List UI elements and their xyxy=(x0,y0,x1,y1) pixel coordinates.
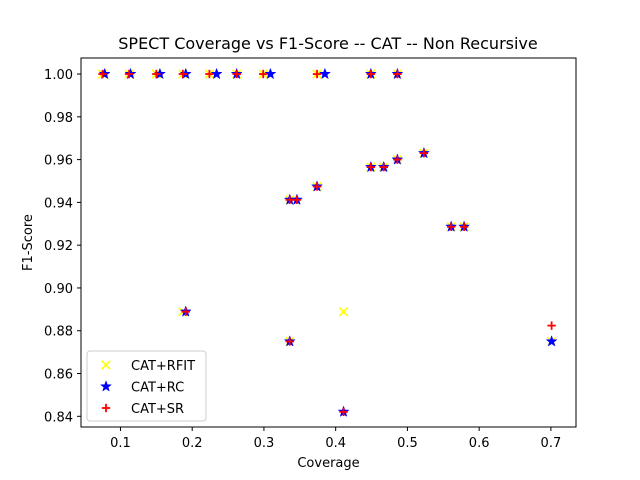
data-point xyxy=(318,67,331,80)
data-point xyxy=(264,67,277,80)
data-point xyxy=(366,162,376,172)
data-point xyxy=(98,69,107,79)
series-cat-sr xyxy=(98,69,556,417)
y-tick-label: 0.94 xyxy=(44,196,73,211)
x-axis-label: Coverage xyxy=(297,456,359,471)
y-axis-label: F1-Score xyxy=(21,214,36,271)
x-tick-label: 0.4 xyxy=(325,436,346,451)
legend-entry-label: CAT+RC xyxy=(131,381,184,396)
data-point xyxy=(178,69,188,79)
data-point xyxy=(339,407,348,417)
data-point xyxy=(547,321,556,330)
axes-frame xyxy=(80,57,577,428)
data-point xyxy=(259,69,268,79)
data-point xyxy=(152,69,161,79)
data-point xyxy=(232,69,241,79)
data-point xyxy=(312,69,322,79)
legend-marker xyxy=(101,403,111,413)
x-tick-label: 0.3 xyxy=(254,436,275,451)
x-tick-label: 0.2 xyxy=(182,436,203,451)
x-tick-label: 0.6 xyxy=(469,436,490,451)
data-point xyxy=(545,335,558,347)
x-tick-label: 0.7 xyxy=(541,436,562,451)
legend-entry-label: CAT+RFIT xyxy=(131,359,195,374)
chart-title: SPECT Coverage vs F1-Score -- CAT -- Non… xyxy=(118,34,537,53)
y-tick-label: 0.84 xyxy=(44,410,73,425)
legend-box xyxy=(86,350,207,422)
data-point xyxy=(292,195,302,205)
y-tick-label: 0.86 xyxy=(44,368,73,383)
data-point xyxy=(285,337,294,346)
data-point xyxy=(393,155,402,164)
data-point xyxy=(459,222,469,231)
x-tick-label: 0.1 xyxy=(110,436,131,451)
data-point xyxy=(446,222,456,231)
x-axis: 0.1 0.2 0.3 0.4 0.5 0.6 0.7 xyxy=(110,427,561,451)
data-point xyxy=(312,182,322,191)
data-point xyxy=(338,306,349,317)
y-tick-label: 0.98 xyxy=(44,111,73,126)
x-tick-label: 0.5 xyxy=(397,436,418,451)
data-point xyxy=(124,69,134,79)
y-tick-label: 1.00 xyxy=(44,68,73,83)
y-tick-label: 0.96 xyxy=(44,154,73,169)
legend-marker xyxy=(101,360,111,370)
plot-area xyxy=(97,67,558,417)
legend-entry-label: CAT+SR xyxy=(131,402,184,417)
legend-marker xyxy=(99,380,113,392)
y-tick-label: 0.92 xyxy=(44,239,73,254)
data-point xyxy=(379,162,388,172)
data-point xyxy=(419,148,429,158)
y-tick-label: 0.88 xyxy=(44,325,73,340)
data-point xyxy=(285,195,294,205)
data-point xyxy=(205,69,214,79)
legend: CAT+RFIT CAT+RC CAT+SR xyxy=(86,350,207,422)
y-tick-label: 0.90 xyxy=(44,282,73,297)
data-point xyxy=(210,67,223,80)
data-point xyxy=(181,307,190,316)
data-point xyxy=(393,69,402,79)
y-axis: 0.84 0.86 0.88 0.90 0.92 0.94 0.96 0.98 1.00 xyxy=(44,68,81,425)
data-point xyxy=(366,69,376,79)
